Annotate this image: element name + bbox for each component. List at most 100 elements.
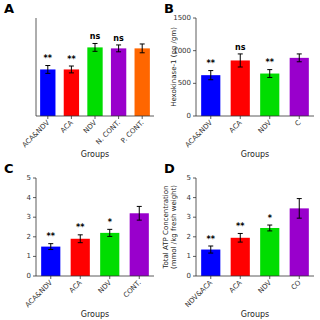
error-line [299,54,300,62]
error-line [210,71,211,80]
y-tick-label: 500 [178,79,191,87]
error-line [240,54,241,67]
x-tick [299,276,300,279]
error-bar [297,54,302,62]
y-tick [33,276,36,277]
error-bar [140,44,145,53]
significance-label: ns [90,32,101,41]
y-axis-label-line: (mmol /kg fresh weight) [170,185,178,269]
error-cap [78,242,83,243]
x-tick-label: NDV [82,119,99,136]
significance-label: ** [76,223,85,232]
error-bar [267,225,272,231]
y-tick [33,256,36,257]
y-axis-label: Total ATP Concentration(mmol /kg fresh w… [162,185,178,270]
panel: 012345NDV&ACAACANDVCO*****GroupsTotal AT… [162,161,314,319]
y-tick-label: 4 [27,194,32,202]
significance-label: ** [236,222,245,231]
bar [111,48,126,116]
y-tick [193,178,196,179]
error-cap [297,61,302,62]
error-cap [45,65,50,66]
x-tick [109,276,110,279]
y-tick-label: 3 [27,213,31,221]
error-cap [267,230,272,231]
error-bar [238,54,243,67]
error-bar [238,233,243,242]
y-tick-label: 0 [27,272,31,280]
x-tick [240,116,241,119]
y-tick [193,276,196,277]
significance-label: ** [47,232,56,241]
error-cap [69,72,74,73]
error-line [240,233,241,242]
error-cap [297,218,302,219]
y-axis [36,18,37,116]
x-axis [36,276,154,277]
error-cap [267,225,272,226]
error-bar [93,43,98,51]
x-tick-label: NDV [97,279,114,296]
plot-area [40,43,150,116]
y-tick [193,18,196,19]
bar [40,69,55,116]
y-tick-label: 2 [187,233,191,241]
x-tick [142,116,143,119]
significance-label: * [108,218,113,227]
x-tick [269,276,270,279]
x-axis-label: Groups [241,310,270,319]
y-tick-label: 1500 [173,14,191,22]
bar [135,48,150,116]
error-cap [93,51,98,52]
y-tick [193,217,196,218]
significance-label: ** [207,235,216,244]
x-tick [210,116,211,119]
error-bar [78,235,83,243]
x-tick-label: ACA&NDV [184,119,215,150]
error-cap [297,198,302,199]
error-line [118,45,119,52]
error-cap [238,242,243,243]
error-bar [107,229,112,236]
bar [130,213,149,276]
error-line [269,70,270,78]
error-cap [208,246,213,247]
error-bar [69,66,74,73]
y-tick [33,217,36,218]
error-cap [107,229,112,230]
bar [64,69,79,116]
error-cap [238,233,243,234]
error-line [210,246,211,253]
x-tick [118,116,119,119]
plot-area [41,206,149,276]
bar [231,238,250,276]
error-cap [238,67,243,68]
x-tick-label: P. CONT. [120,119,146,145]
y-tick-label: 1 [187,252,191,260]
significance-label: ** [67,55,76,64]
error-cap [208,253,213,254]
x-tick [139,276,140,279]
bar [41,247,60,276]
y-tick-label: 2 [27,233,31,241]
error-line [50,244,51,250]
y-axis-label: Hexokinase-1 (pg /gm) [170,27,178,107]
panel-title: C [4,161,14,176]
significance-label: ns [235,43,246,52]
x-tick [240,276,241,279]
error-cap [45,73,50,74]
x-axis-label: Groups [81,150,110,159]
y-axis-label-line: Total ATP Concentration [162,185,170,269]
y-tick-label: 3 [187,213,191,221]
error-cap [93,43,98,44]
y-axis [36,178,37,276]
x-tick [299,116,300,119]
significance-label: ** [207,59,216,68]
y-tick [193,83,196,84]
x-tick [50,276,51,279]
error-cap [238,53,243,54]
y-tick [193,116,196,117]
x-axis-label: Groups [81,310,110,319]
error-cap [267,69,272,70]
y-tick [193,50,196,51]
